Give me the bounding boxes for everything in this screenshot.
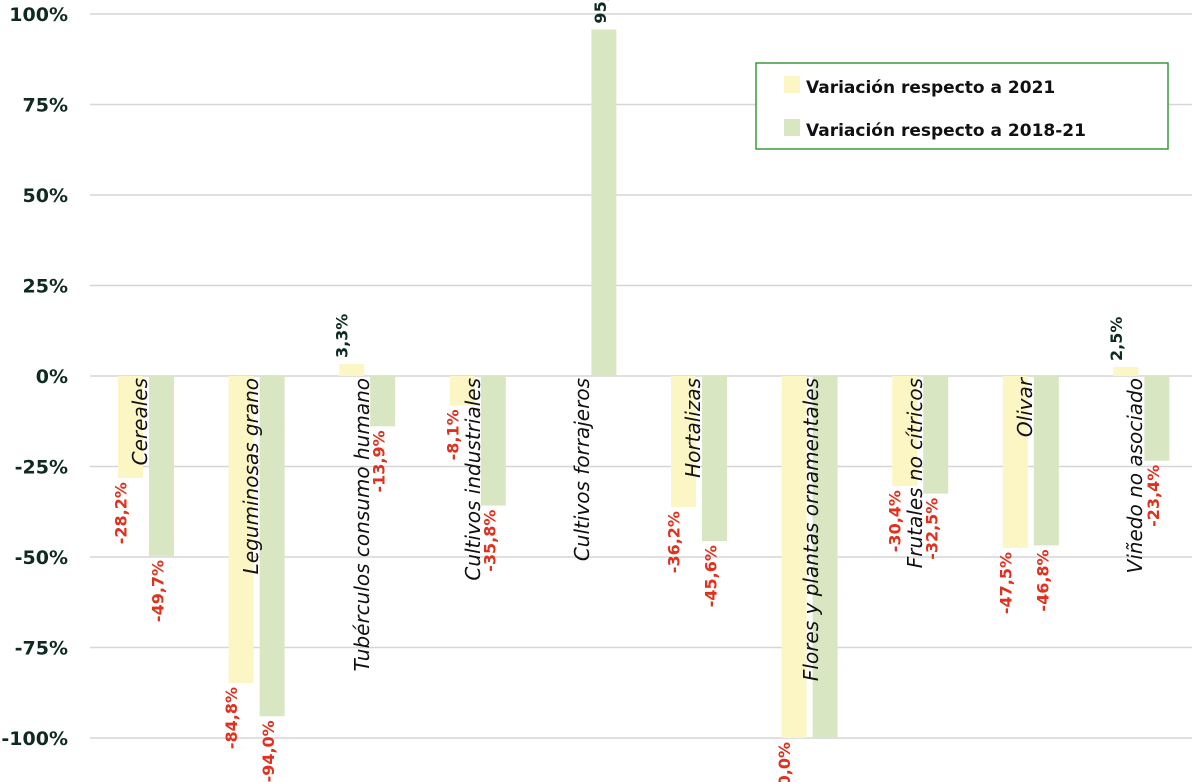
data-label: -84,8% bbox=[222, 687, 241, 749]
category-label: Olivar bbox=[1013, 376, 1037, 437]
data-label: -35,8% bbox=[480, 510, 499, 572]
y-tick-label: 75% bbox=[23, 95, 68, 117]
category-label: Hortalizas bbox=[681, 378, 705, 478]
data-label: -36,2% bbox=[665, 511, 684, 573]
bar-2021 bbox=[1002, 376, 1028, 548]
data-label: 3,3% bbox=[333, 314, 352, 358]
data-label: -49,7% bbox=[149, 560, 168, 622]
bar-2018-21 bbox=[480, 376, 506, 506]
bar-2018-21 bbox=[591, 29, 617, 376]
bar-2021 bbox=[339, 364, 365, 376]
category-label: Cultivos forrajeros bbox=[570, 378, 594, 561]
legend-label: Variación respecto a 2018-21 bbox=[806, 121, 1086, 141]
data-label: -46,8% bbox=[1033, 549, 1052, 611]
y-tick-label: 100% bbox=[9, 4, 68, 26]
data-label: -47,5% bbox=[996, 552, 1015, 614]
y-tick-label: 0% bbox=[36, 366, 68, 388]
legend-swatch bbox=[784, 76, 800, 93]
data-label: -8,1% bbox=[443, 409, 462, 460]
y-tick-label: -75% bbox=[15, 638, 68, 660]
y-tick-label: -100% bbox=[1, 728, 68, 750]
data-label: -28,2% bbox=[112, 482, 131, 544]
legend-label: Variación respecto a 2021 bbox=[806, 78, 1055, 98]
data-label: -45,6% bbox=[702, 545, 721, 607]
data-label: -13,9% bbox=[370, 430, 389, 492]
category-label: Leguminosas grano bbox=[239, 378, 263, 574]
category-label: Flores y plantas ornamentales bbox=[799, 378, 823, 681]
bar-2021 bbox=[1113, 366, 1139, 376]
bar-2018-21 bbox=[923, 376, 949, 494]
data-label: 2,5% bbox=[1107, 317, 1126, 361]
legend-swatch bbox=[784, 119, 800, 136]
category-label: Tubérculos consumo humano bbox=[350, 378, 374, 671]
category-label: Cereales bbox=[128, 378, 152, 465]
y-tick-label: 50% bbox=[23, 185, 68, 207]
legend-box bbox=[755, 62, 1169, 150]
bar-2018-21 bbox=[259, 376, 285, 717]
bar-2021 bbox=[671, 376, 696, 508]
bar-2018-21 bbox=[702, 376, 727, 542]
bar-2021 bbox=[892, 376, 918, 487]
data-label: -32,5% bbox=[923, 498, 942, 560]
bar-2018-21 bbox=[812, 376, 838, 738]
bar-2021 bbox=[449, 376, 475, 406]
category-label: Viñedo no asociado bbox=[1123, 378, 1147, 573]
data-label: -100,0% bbox=[775, 742, 794, 782]
y-tick-label: -25% bbox=[15, 457, 68, 479]
data-label: -94,0% bbox=[259, 720, 278, 782]
data-label: -30,4% bbox=[886, 490, 905, 552]
bar-2021 bbox=[781, 376, 807, 738]
bar-2021 bbox=[118, 376, 143, 479]
data-label: -23,4% bbox=[1144, 465, 1163, 527]
y-tick-label: 25% bbox=[23, 276, 68, 298]
y-tick-label: -50% bbox=[15, 547, 68, 569]
bar-2018-21 bbox=[149, 376, 174, 556]
category-label: Cultivos industriales bbox=[461, 378, 485, 581]
bar-2018-21 bbox=[1033, 376, 1059, 546]
data-label: 95,7% bbox=[591, 0, 610, 24]
bar-2021 bbox=[228, 376, 254, 683]
bar-2018-21 bbox=[1144, 376, 1170, 461]
category-label: Frutales no cítricos bbox=[903, 378, 927, 568]
bar-2018-21 bbox=[370, 376, 396, 427]
